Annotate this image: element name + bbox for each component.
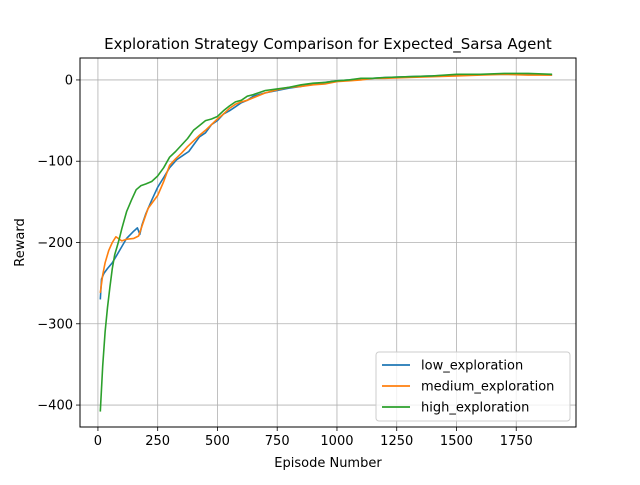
x-tick-label: 750 xyxy=(265,434,290,449)
legend-box xyxy=(375,351,571,422)
series-line-high-exploration xyxy=(99,72,553,412)
y-axis-label: Reward xyxy=(13,218,28,266)
x-axis-label: Episode Number xyxy=(274,456,382,471)
legend-label: high_exploration xyxy=(421,401,529,416)
legend-label: medium_exploration xyxy=(421,380,554,395)
y-tick-label: −200 xyxy=(37,236,73,251)
y-tick-label: −300 xyxy=(37,317,73,332)
x-tick-label: 1000 xyxy=(320,434,353,449)
chart-title: Exploration Strategy Comparison for Expe… xyxy=(104,35,552,54)
x-tick-label: 1750 xyxy=(500,434,533,449)
legend: low_exploration medium_exploration high_ex… xyxy=(375,351,571,422)
y-tick-label: −100 xyxy=(37,155,73,170)
series-lines xyxy=(99,72,553,412)
x-tick-label: 500 xyxy=(205,434,230,449)
x-tick-label: 0 xyxy=(94,434,102,449)
axis-ticks: 0 250 500 750 1000 1250 1500 1750 0 −100 −200 −300 −… xyxy=(37,73,533,449)
y-tick-label: 0 xyxy=(65,73,73,88)
x-tick-label: 1250 xyxy=(380,434,413,449)
legend-label: low_exploration xyxy=(421,359,523,374)
x-tick-label: 250 xyxy=(145,434,170,449)
y-tick-label: −400 xyxy=(37,399,73,414)
x-tick-label: 1500 xyxy=(440,434,473,449)
